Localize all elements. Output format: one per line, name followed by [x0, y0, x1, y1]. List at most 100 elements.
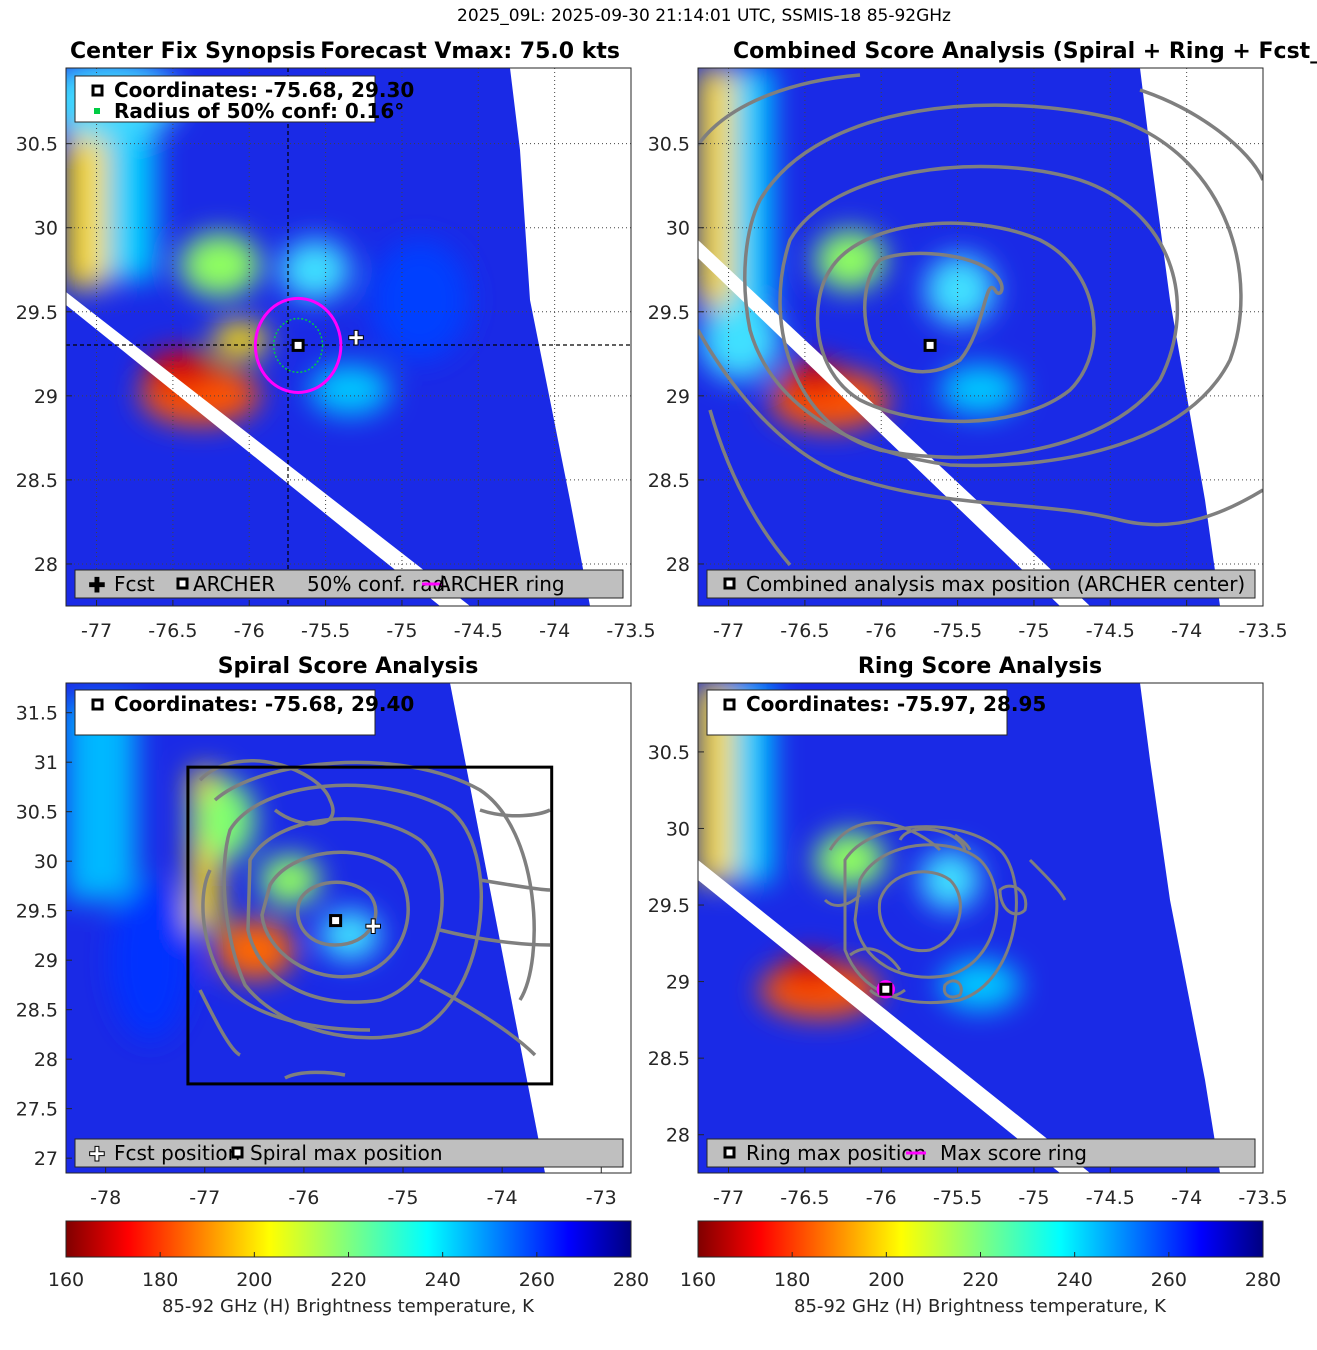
- combined-contour-1: [863, 251, 1004, 374]
- colorbar-tick-label: 180: [142, 1269, 178, 1291]
- x-tick-label: -77: [81, 620, 112, 642]
- archer-square-icon: [176, 577, 189, 590]
- colorbar-tick-label: 220: [962, 1269, 998, 1291]
- legend-max-score-ring: Max score ring: [940, 1141, 1087, 1165]
- forecast-position-marker: ✚: [365, 915, 382, 939]
- x-tick-label: -75: [386, 620, 417, 642]
- fcst-plus-icon: ✚: [89, 573, 106, 597]
- max-position-marker: [329, 914, 343, 928]
- x-tick-label: -77: [713, 620, 744, 642]
- combined-score-axes-box: [697, 67, 1264, 607]
- combined-contour-5: [698, 73, 861, 147]
- x-tick-label: -73.5: [1238, 1187, 1287, 1209]
- max-score-ring: [876, 980, 895, 999]
- colorbar-tick-label: 260: [519, 1269, 555, 1291]
- colorbar-tick-label: 200: [868, 1269, 904, 1291]
- x-tick-label: -76: [234, 620, 265, 642]
- colorbar-tick-label: 160: [48, 1269, 84, 1291]
- ring-score-coordinates: Coordinates: -75.97, 28.95: [746, 692, 1046, 716]
- x-tick-label: -76: [288, 1187, 319, 1209]
- combined-score-brightness-field: [698, 68, 1020, 430]
- ring-contour-4: [828, 821, 942, 852]
- y-tick-label: 30: [34, 218, 58, 240]
- ring-contour-5: [898, 827, 967, 851]
- x-tick-label: -75.5: [301, 620, 350, 642]
- y-tick-label: 29.5: [648, 895, 690, 917]
- y-tick-label: 29.5: [16, 901, 58, 923]
- colorbar-tick-label: 240: [1057, 1269, 1093, 1291]
- x-tick-label: -76.5: [780, 1187, 829, 1209]
- legend-archer: ARCHER: [193, 572, 275, 596]
- colorbar-right: 85-92 GHz (H) Brightness temperature, K …: [680, 1220, 1281, 1317]
- ring-score-markers: [876, 980, 895, 999]
- y-tick-label: 30.5: [648, 134, 690, 156]
- center-fix-panel: Center Fix Synopsis Forecast Vmax: 75.0 …: [16, 39, 656, 642]
- figure-title: 2025_09L: 2025-09-30 21:14:01 UTC, SSMIS…: [457, 6, 951, 26]
- colorbar-tick-label: 180: [774, 1269, 810, 1291]
- spiral-score-legend: ✚ Fcst position Spiral max position: [74, 1138, 624, 1168]
- ring-contour-2: [853, 843, 999, 979]
- x-tick-label: -75.5: [933, 620, 982, 642]
- x-tick-label: -73: [586, 1187, 617, 1209]
- y-tick-label: 28.5: [16, 470, 58, 492]
- colorbar-right-label: 85-92 GHz (H) Brightness temperature, K: [794, 1296, 1167, 1317]
- x-tick-label: -75: [1018, 1187, 1049, 1209]
- colorbar-tick-label: 220: [330, 1269, 366, 1291]
- legend-fcst: Fcst: [114, 572, 155, 596]
- y-tick-label: 31.5: [16, 703, 58, 725]
- coordinates-marker-icon: [91, 84, 104, 97]
- spiral-contour-4: [222, 783, 483, 1040]
- combined-score-panel: Combined Score Analysis (Spiral + Ring +…: [648, 39, 1317, 642]
- combined-contour-4: [743, 103, 1243, 468]
- spiral-contour-5: [213, 760, 536, 1001]
- spiral-contour-7: [479, 808, 551, 818]
- spiral-contour-1: [295, 880, 378, 947]
- legend-spiral-max: Spiral max position: [250, 1141, 443, 1165]
- y-tick-label: 29.5: [16, 302, 58, 324]
- colorbar-left-label: 85-92 GHz (H) Brightness temperature, K: [162, 1296, 535, 1317]
- combined-contour-3: [778, 164, 1180, 460]
- x-tick-label: -76: [866, 620, 897, 642]
- colorbar-tick-label: 200: [236, 1269, 272, 1291]
- spiral-max-square-icon: [231, 1146, 244, 1159]
- y-tick-label: 30.5: [16, 802, 58, 824]
- center-fix-info-box: Coordinates: -75.68, 29.30 Radius of 50%…: [74, 75, 414, 123]
- spiral-contour-6: [198, 758, 335, 826]
- y-tick-label: 28.5: [648, 470, 690, 492]
- ring-contour-10: [1028, 858, 1067, 901]
- ring-score-contours: [823, 821, 1067, 1005]
- spiral-score-plot-area: ✚: [66, 683, 631, 1173]
- center-fix-markers: ✚: [253, 296, 365, 394]
- spiral-contour-11: [198, 989, 242, 1057]
- y-tick-label: 28.5: [648, 1048, 690, 1070]
- spiral-contour-8: [479, 878, 551, 892]
- spiral-contour-2: [260, 850, 410, 979]
- center-fix-coordinates: Coordinates: -75.68, 29.30: [114, 78, 414, 102]
- x-tick-label: -74: [487, 1187, 518, 1209]
- center-fix-title: Center Fix Synopsis: [70, 39, 316, 64]
- ring-contour-9: [998, 884, 1028, 916]
- colorbar-right-scale: [697, 1220, 1264, 1258]
- ring-max-square-icon: [723, 1146, 736, 1159]
- spiral-contour-13: [201, 869, 371, 1032]
- center-fix-axes-box: [65, 67, 632, 607]
- x-tick-label: -76.5: [148, 620, 197, 642]
- x-tick-label: -76: [866, 1187, 897, 1209]
- ring-contour-7: [849, 947, 902, 971]
- y-tick-label: 31: [34, 752, 58, 774]
- x-tick-label: -75: [387, 1187, 418, 1209]
- x-tick-label: -74: [539, 620, 570, 642]
- y-tick-label: 27.5: [16, 1099, 58, 1121]
- spiral-score-swath: [66, 683, 545, 1173]
- conf-radius-marker-icon: [94, 108, 100, 114]
- fcst-position-plus-icon: ✚: [89, 1142, 106, 1166]
- colorbar-tick-label: 240: [425, 1269, 461, 1291]
- y-tick-label: 29: [34, 950, 58, 972]
- spiral-score-brightness-field: [66, 700, 380, 1040]
- y-tick-label: 30: [666, 218, 690, 240]
- x-tick-label: -74: [1171, 1187, 1202, 1209]
- x-tick-label: -74.5: [1086, 620, 1135, 642]
- combined-score-plot-area: [698, 68, 1263, 606]
- ring-contour-12: [954, 833, 972, 851]
